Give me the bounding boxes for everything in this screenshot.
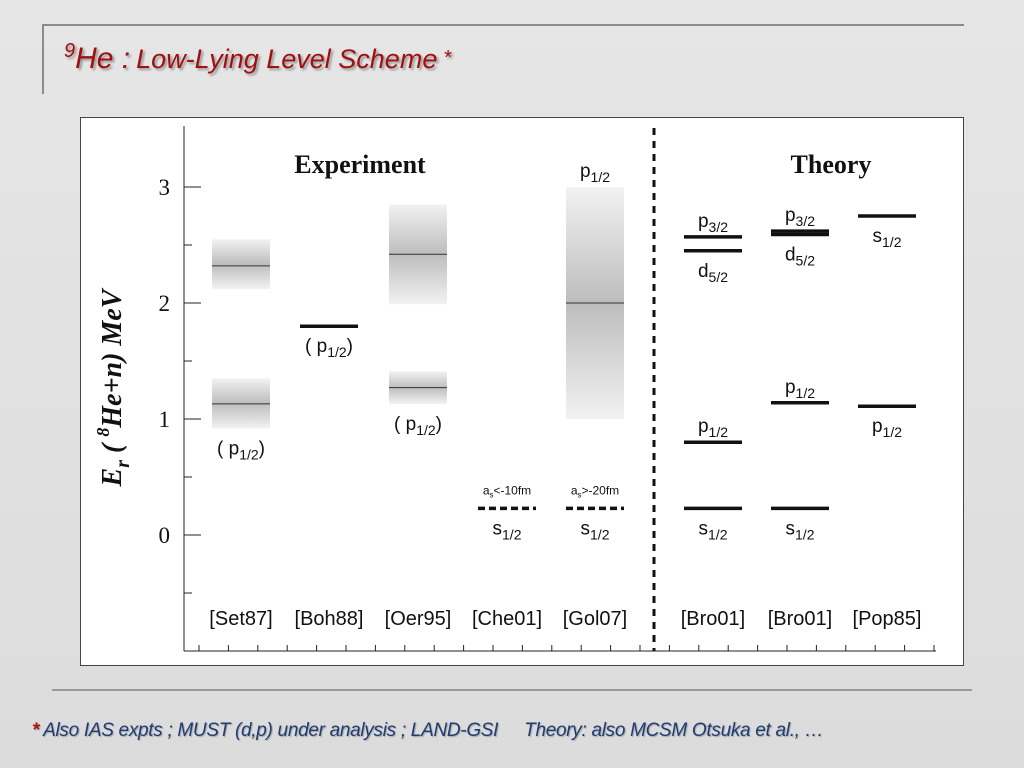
level-label-7: s1/2	[581, 518, 610, 542]
title-frame-top	[42, 24, 964, 26]
level-label-2: ( p1/2)	[305, 336, 353, 360]
column-label-1: [Boh88]	[295, 608, 364, 630]
y-tick-label-0: 0	[159, 523, 171, 548]
level-label-8: p3/2	[698, 211, 728, 235]
bottom-rule	[52, 689, 972, 691]
level-label-13: d5/2	[785, 245, 815, 269]
title-nucleus: He :	[75, 42, 131, 75]
level-band-0	[212, 239, 270, 290]
slide-title: 9He : Low-Lying Level Scheme *	[64, 40, 451, 76]
level-scheme-figure: 0 1 2 3 Er ( 8He+n) MeV Experiment Theory [Set8…	[80, 117, 964, 666]
y-tick-label-1: 1	[159, 407, 171, 432]
y-tick-label-3: 3	[159, 175, 171, 200]
level-label-6: p1/2	[580, 161, 610, 185]
title-frame-left	[42, 24, 44, 94]
column-label-7: [Pop85]	[853, 608, 922, 630]
column-label-2: [Oer95]	[385, 608, 452, 630]
level-label-4: ( p1/2)	[394, 414, 442, 438]
level-label-9: d5/2	[698, 261, 728, 285]
column-label-0: [Set87]	[209, 608, 272, 630]
level-label-15: s1/2	[786, 518, 815, 542]
level-label-1: ( p1/2)	[217, 438, 265, 462]
column-label-5: [Bro01]	[681, 608, 745, 630]
section-label-theory: Theory	[791, 150, 872, 179]
level-scheme-svg: 0 1 2 3 Er ( 8He+n) MeV Experiment Theory [Set8…	[93, 126, 936, 652]
footnote-theory: Theory: also MCSM Otsuka et al., …	[524, 720, 824, 741]
level-label-17: p1/2	[872, 416, 902, 440]
title-mass-number: 9	[64, 40, 76, 62]
level-note-5: as<-10fm	[483, 483, 531, 499]
footnote-star: *	[32, 720, 40, 741]
y-tick-label-2: 2	[159, 291, 171, 316]
column-label-4: [Gol07]	[563, 608, 627, 630]
y-axis-title: Er ( 8He+n) MeV	[93, 287, 134, 487]
level-label-12: p3/2	[785, 205, 815, 229]
level-band-1	[212, 378, 270, 429]
level-label-16: s1/2	[873, 226, 902, 250]
level-label-5: s1/2	[493, 518, 522, 542]
level-label-14: p1/2	[785, 377, 815, 401]
footnote-text: Also IAS expts ; MUST (d,p) under analys…	[43, 720, 499, 741]
section-label-experiment: Experiment	[294, 150, 426, 179]
level-label-10: p1/2	[698, 416, 728, 440]
title-subtitle: Low-Lying Level Scheme	[136, 44, 438, 74]
level-label-11: s1/2	[699, 518, 728, 542]
column-label-3: [Che01]	[472, 608, 542, 630]
footnote: * Also IAS expts ; MUST (d,p) under analy…	[32, 720, 824, 742]
title-asterisk: *	[443, 47, 452, 69]
level-note-7: as>-20fm	[571, 483, 619, 499]
column-label-6: [Bro01]	[768, 608, 832, 630]
